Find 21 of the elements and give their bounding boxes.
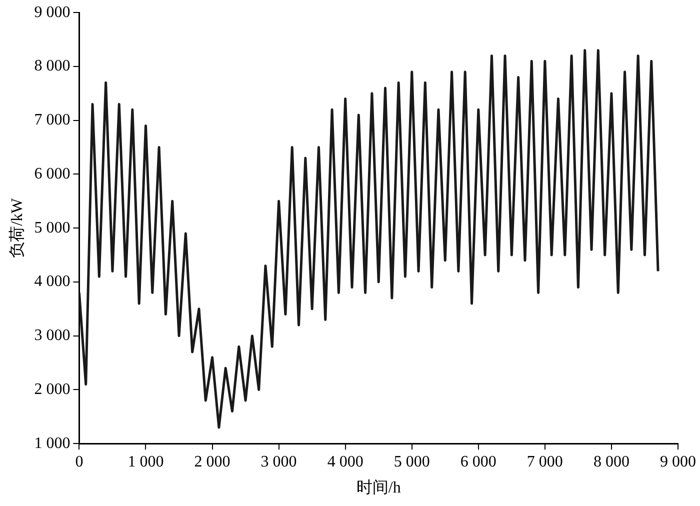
y-tick-label: 2 000 <box>34 380 70 398</box>
y-tick-label: 1 000 <box>34 434 70 452</box>
x-tick-label: 5 000 <box>394 453 430 470</box>
x-tick-label: 1 000 <box>128 453 164 470</box>
x-tick-label: 8 000 <box>593 453 630 470</box>
y-axis-title: 负荷/kW <box>8 197 26 258</box>
y-tick-label: 6 000 <box>34 165 70 182</box>
y-tick-label: 4 000 <box>34 273 70 290</box>
x-tick-label: 4 000 <box>327 453 364 470</box>
y-tick-label: 5 000 <box>34 219 70 236</box>
x-tick-label: 2 000 <box>194 453 230 470</box>
y-tick-label: 7 000 <box>34 112 70 129</box>
x-tick-label: 0 <box>75 453 84 470</box>
x-tick-label: 7 000 <box>526 453 563 470</box>
x-tick-label: 6 000 <box>460 453 496 470</box>
x-axis-title: 时间/h <box>356 478 401 497</box>
y-tick-label: 9 000 <box>34 4 70 21</box>
x-tick-label: 9 000 <box>660 453 696 470</box>
y-tick-label: 8 000 <box>34 58 70 75</box>
x-tick-label: 3 000 <box>260 453 297 470</box>
y-tick-label: 3 000 <box>34 327 70 344</box>
